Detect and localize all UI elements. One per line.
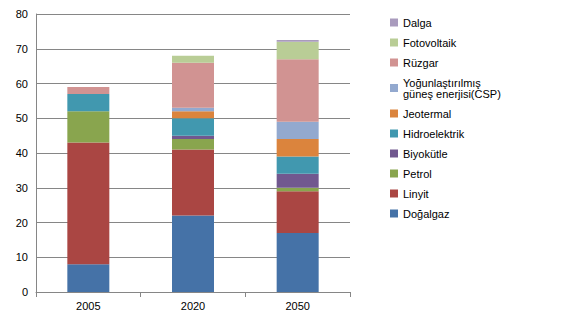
svg-text:Fotovoltaik: Fotovoltaik [403,37,457,49]
svg-text:2005: 2005 [76,300,100,312]
svg-text:20: 20 [16,217,28,229]
svg-text:Doğalgaz: Doğalgaz [403,208,449,220]
svg-text:Rüzgar: Rüzgar [403,57,439,69]
svg-text:2020: 2020 [181,300,205,312]
svg-text:Biyokütle: Biyokütle [403,148,448,160]
svg-text:Linyit: Linyit [403,188,429,200]
svg-text:60: 60 [16,78,28,90]
svg-text:2050: 2050 [285,300,309,312]
svg-text:10: 10 [16,251,28,263]
svg-text:0: 0 [22,286,28,298]
svg-text:Jeotermal: Jeotermal [403,108,451,120]
svg-text:Hidroelektrik: Hidroelektrik [403,128,465,140]
svg-text:Yoğunlaştırılmış: Yoğunlaştırılmış [403,76,484,89]
svg-text:güneş enerjisi(CSP): güneş enerjisi(CSP) [403,88,501,100]
svg-text:30: 30 [16,182,28,194]
svg-text:50: 50 [16,112,28,124]
svg-text:80: 80 [16,8,28,20]
svg-text:Dalga: Dalga [403,17,433,29]
svg-text:70: 70 [16,43,28,55]
svg-text:40: 40 [16,147,28,159]
svg-text:Petrol: Petrol [403,168,432,180]
